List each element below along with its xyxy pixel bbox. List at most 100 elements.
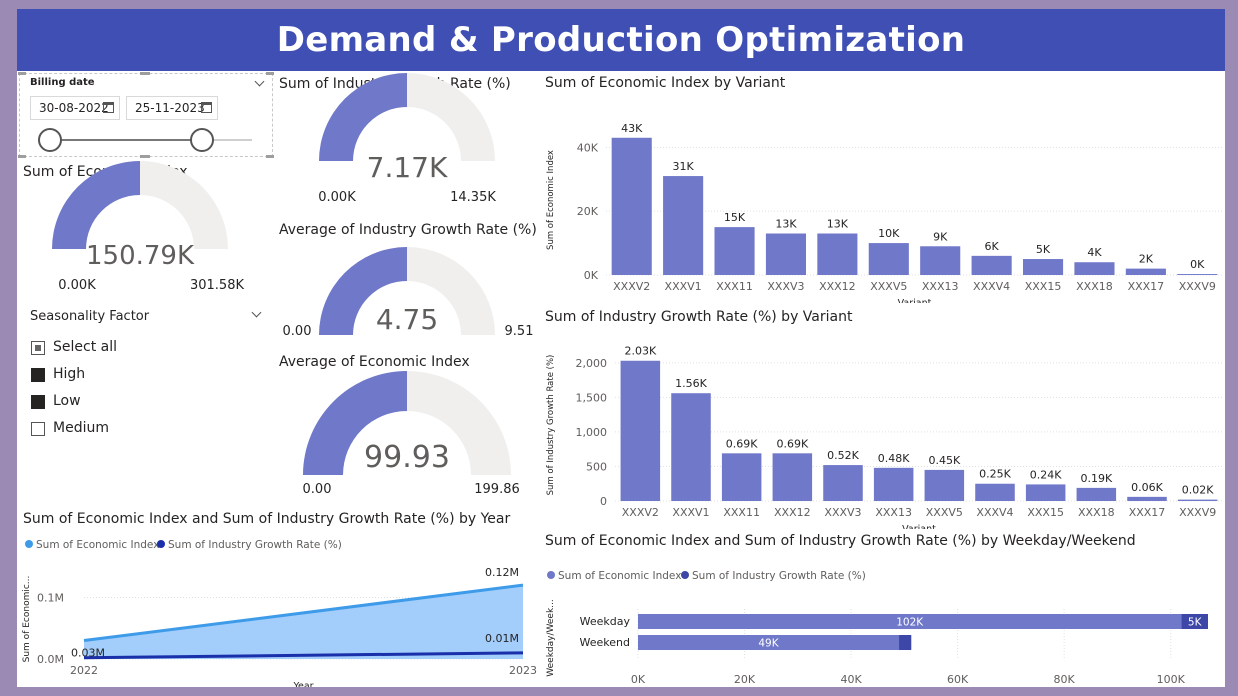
bar[interactable]: [817, 233, 858, 275]
bar[interactable]: [772, 453, 813, 501]
billing-date-slicer[interactable]: Billing date 30-08-2022 25-11-2023: [18, 72, 274, 158]
y-tick-label: Weekday: [580, 615, 631, 628]
bar[interactable]: [924, 469, 965, 501]
gauge-title: Average of Economic Index: [279, 354, 470, 370]
x-tick-label: 100K: [1157, 673, 1186, 686]
bar[interactable]: [663, 176, 704, 275]
checkbox-label[interactable]: Low: [53, 393, 81, 409]
bar-segment[interactable]: [899, 635, 912, 650]
seasonality-slicer[interactable]: Seasonality Factor Select all High Low Medi…: [23, 305, 273, 445]
series-line[interactable]: [83, 583, 524, 643]
chevron-down-icon[interactable]: [251, 307, 262, 318]
x-tick-label: 2022: [70, 664, 98, 677]
x-tick-label: XXXV4: [973, 280, 1010, 293]
gauge-value: 150.79K: [86, 241, 195, 271]
slicer-title: Seasonality Factor: [30, 309, 150, 324]
resize-handle[interactable]: [140, 72, 150, 75]
x-tick-label: XXXV3: [767, 280, 804, 293]
date-range-rail: [200, 139, 252, 141]
bar-segment[interactable]: [638, 614, 1182, 629]
y-axis-title: Sum of Industry Growth Rate (%): [546, 355, 556, 496]
bar[interactable]: [873, 467, 914, 501]
bar[interactable]: [765, 233, 807, 275]
gauge-value: 4.75: [376, 303, 438, 336]
y-tick-label: Weekend: [580, 636, 630, 649]
bar[interactable]: [721, 453, 762, 501]
bar[interactable]: [714, 227, 755, 275]
x-tick-label: 40K: [840, 673, 862, 686]
data-label: 0.69K: [776, 437, 808, 450]
bar[interactable]: [620, 360, 661, 501]
bar[interactable]: [971, 255, 1012, 275]
legend-marker[interactable]: [547, 571, 555, 579]
resize-handle[interactable]: [266, 155, 274, 158]
start-date-value: 30-08-2022: [39, 101, 109, 115]
series-line[interactable]: [83, 651, 524, 660]
bar[interactable]: [868, 243, 909, 275]
checkbox[interactable]: [31, 395, 45, 409]
gauge: Average of Industry Growth Rate (%) 4.75 0…: [279, 222, 537, 339]
y-tick-label: 1,500: [576, 391, 608, 404]
data-label: 0.25K: [979, 468, 1011, 481]
data-label: 0.19K: [1080, 472, 1112, 485]
end-date-value: 25-11-2023: [135, 101, 205, 115]
y-axis-title: Sum of Economic...: [22, 576, 32, 663]
economic-index-by-variant-chart: Sum of Economic Index by Variant 0K 20K 40K…: [545, 75, 1223, 303]
gauge-min: 0.00K: [318, 190, 356, 205]
gauge-value: 99.93: [364, 440, 450, 475]
checkbox-label[interactable]: Select all: [53, 339, 117, 355]
bar[interactable]: [671, 393, 711, 501]
bar[interactable]: [920, 246, 961, 275]
end-date-input[interactable]: 25-11-2023: [126, 96, 218, 120]
resize-handle[interactable]: [18, 72, 26, 75]
x-tick-label: XXXV4: [976, 506, 1013, 519]
bar[interactable]: [975, 483, 1015, 501]
resize-handle[interactable]: [18, 155, 26, 158]
data-label: 0.01M: [485, 632, 519, 645]
bar[interactable]: [1125, 268, 1166, 275]
calendar-icon[interactable]: [201, 102, 212, 113]
resize-handle[interactable]: [140, 155, 150, 158]
x-tick-label: 2023: [509, 664, 537, 677]
resize-handle[interactable]: [266, 72, 274, 75]
legend-marker[interactable]: [25, 540, 33, 548]
start-date-input[interactable]: 30-08-2022: [30, 96, 120, 120]
checkbox[interactable]: [31, 422, 45, 436]
legend-marker[interactable]: [157, 540, 165, 548]
bar[interactable]: [1177, 499, 1218, 501]
x-tick-label: XXX15: [1027, 506, 1064, 519]
bar[interactable]: [823, 465, 863, 501]
data-label: 43K: [621, 122, 643, 135]
bar[interactable]: [1127, 496, 1167, 501]
bar[interactable]: [611, 137, 652, 275]
end-date-slider-knob[interactable]: [190, 128, 214, 152]
data-label: 10K: [878, 227, 900, 240]
bar-segment[interactable]: [1181, 614, 1208, 629]
x-tick-label: XXX13: [922, 280, 959, 293]
data-label: 5K: [1188, 617, 1203, 629]
bar[interactable]: [1074, 262, 1115, 275]
legend-label: Sum of Economic Index: [558, 570, 681, 582]
checkbox-label[interactable]: High: [53, 366, 86, 382]
gauge-fill: [319, 247, 407, 335]
y-tick-label: 0: [600, 495, 607, 508]
gauge: Sum of Industry Growth Rate (%)7.17K0.00…: [279, 73, 511, 205]
gauge-max: 9.51: [505, 324, 534, 339]
checkbox[interactable]: [31, 341, 45, 355]
calendar-icon[interactable]: [103, 102, 114, 113]
y-tick-label: 40K: [577, 141, 599, 154]
data-label: 0.52K: [827, 449, 859, 462]
bar[interactable]: [1022, 259, 1064, 275]
start-date-slider-knob[interactable]: [38, 128, 62, 152]
legend-marker[interactable]: [681, 571, 689, 579]
bar-segment[interactable]: [638, 635, 900, 650]
area-fill[interactable]: [84, 585, 523, 659]
checkbox[interactable]: [31, 368, 45, 382]
bar[interactable]: [1025, 484, 1066, 501]
bar[interactable]: [1177, 274, 1218, 275]
date-range-track[interactable]: [50, 139, 200, 141]
checkbox-label[interactable]: Medium: [53, 420, 109, 436]
y-axis-title: Weekday/Week...: [546, 599, 556, 676]
bar[interactable]: [1076, 487, 1117, 501]
x-tick-label: XXX11: [723, 506, 760, 519]
